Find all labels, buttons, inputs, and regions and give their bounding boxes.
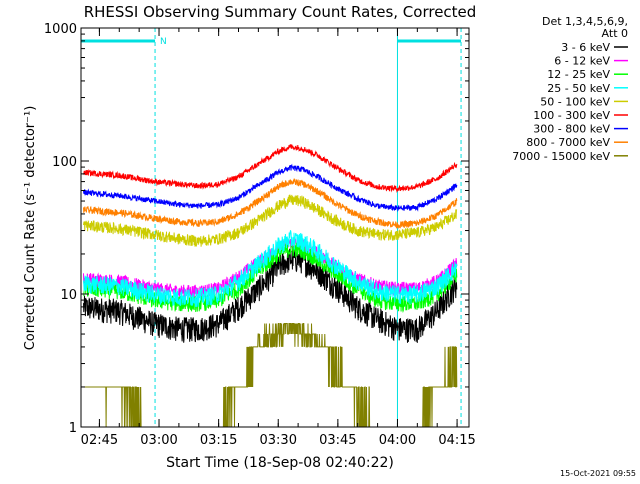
legend-label: 3 - 6 keV	[561, 41, 610, 54]
x-axis-label: Start Time (18-Sep-08 02:40:22)	[166, 455, 394, 471]
x-tick-label: 03:45	[319, 433, 356, 448]
series-line-7	[83, 178, 458, 229]
legend-header-line: Att 0	[602, 27, 628, 40]
plot-frame	[80, 27, 470, 428]
y-tick-label: 1	[69, 421, 77, 436]
y-axis-label: Corrected Count Rate (s⁻¹ detector⁻¹)	[23, 106, 38, 351]
legend-header-line: Det 1,3,4,5,6,9,	[542, 15, 628, 28]
series-line-0	[83, 248, 458, 343]
x-tick-label: 03:15	[200, 433, 237, 448]
series-line-4	[83, 194, 458, 248]
y-tick-label: 10	[60, 288, 77, 303]
x-tick-label: 04:15	[438, 433, 475, 448]
series-line-3	[83, 230, 458, 308]
legend-label: 7000 - 15000 keV	[512, 150, 610, 163]
series-line-6	[83, 163, 458, 213]
legend-label: 800 - 7000 keV	[526, 136, 610, 149]
footer-timestamp: 15-Oct-2021 09:55	[560, 469, 636, 478]
y-tick-label: 1000	[44, 22, 77, 37]
series-line-8	[83, 323, 458, 427]
series-line-5	[83, 143, 458, 193]
legend-label: 12 - 25 keV	[547, 68, 610, 81]
legend-label: 100 - 300 keV	[533, 109, 610, 122]
night-label: N	[160, 37, 167, 47]
legend-label: 6 - 12 keV	[554, 55, 610, 68]
x-tick-label: 04:00	[379, 433, 416, 448]
x-tick-label: 03:30	[260, 433, 297, 448]
legend-label: 300 - 800 keV	[533, 123, 610, 136]
y-tick-label: 100	[52, 155, 77, 170]
legend-label: 25 - 50 keV	[547, 82, 610, 95]
x-tick-label: 02:45	[81, 433, 118, 448]
x-tick-label: 03:00	[140, 433, 177, 448]
chart-title: RHESSI Observing Summary Count Rates, Co…	[84, 3, 477, 21]
legend-label: 50 - 100 keV	[540, 95, 610, 108]
